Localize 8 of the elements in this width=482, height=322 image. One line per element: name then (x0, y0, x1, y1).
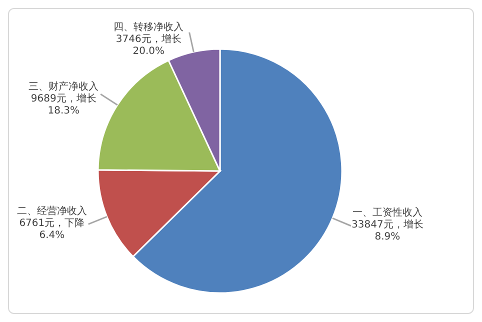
data-label: 3746元，增长 20.0% (116, 33, 182, 58)
slice-label: 四、转移净收入 (114, 21, 184, 34)
slice-label: 二、经营净收入 (16, 204, 87, 217)
data-label: 33847元，增长 8.9% (352, 218, 424, 243)
slice-label: 三、财产净收入 (28, 80, 99, 92)
slice-label: 一、工资性收入 (352, 206, 422, 219)
data-label: 6761元，下降 6.4% (19, 216, 85, 241)
data-label: 9689元，增长 18.3% (30, 92, 96, 116)
